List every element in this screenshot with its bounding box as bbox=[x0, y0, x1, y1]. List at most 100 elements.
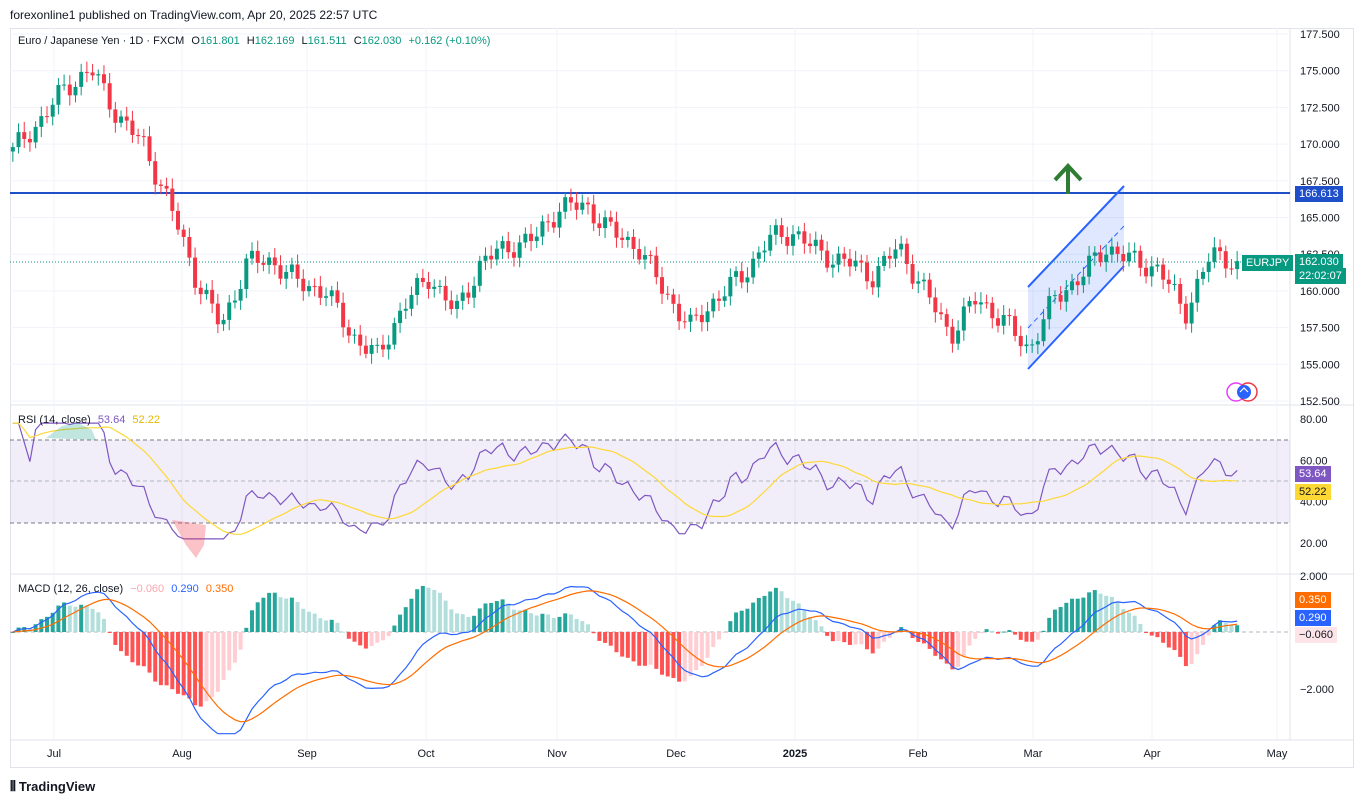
candle-body bbox=[568, 197, 573, 203]
macd-line bbox=[12, 585, 1238, 735]
candle-body bbox=[33, 126, 38, 143]
candle-body bbox=[39, 116, 44, 127]
candle-body bbox=[540, 221, 545, 237]
macd-hist-bar bbox=[272, 592, 277, 632]
macd-hist-bar bbox=[39, 619, 44, 632]
candle-body bbox=[563, 197, 568, 212]
macd-hist-tag: −0.060 bbox=[1295, 627, 1337, 643]
candle-body bbox=[887, 255, 892, 259]
macd-hist-bar bbox=[1229, 625, 1234, 632]
candle-body bbox=[973, 300, 978, 305]
candle-body bbox=[967, 300, 972, 307]
candle-body bbox=[221, 319, 226, 325]
candle-body bbox=[1132, 250, 1137, 253]
events-icon[interactable] bbox=[1226, 382, 1258, 402]
macd-hist-bar bbox=[574, 618, 579, 632]
candle-body bbox=[130, 120, 135, 135]
candle-body bbox=[722, 296, 727, 301]
macd-hist-bar bbox=[603, 632, 608, 643]
candle-body bbox=[830, 264, 835, 268]
tradingview-logo[interactable]: ⫴ TradingView bbox=[10, 778, 95, 795]
candle-body bbox=[1218, 247, 1223, 252]
legend-l-label: L bbox=[301, 35, 308, 47]
candle-body bbox=[466, 292, 471, 298]
macd-hist-bar bbox=[523, 609, 528, 632]
macd-hist-bar bbox=[1087, 592, 1092, 632]
macd-hist-bar bbox=[995, 632, 1000, 634]
candle-body bbox=[790, 234, 795, 246]
candle-body bbox=[756, 252, 761, 259]
macd-signal-line bbox=[12, 590, 1238, 723]
macd-hist-bar bbox=[813, 620, 818, 632]
macd-hist-bar bbox=[762, 595, 767, 632]
macd-hist-bar bbox=[825, 632, 830, 636]
candle-body bbox=[1166, 279, 1171, 285]
candle-body bbox=[318, 286, 323, 298]
main-legend[interactable]: Euro / Japanese Yen · 1D · FXCM O161.801… bbox=[18, 35, 494, 47]
candle-body bbox=[677, 303, 682, 322]
macd-hist-bar bbox=[1047, 617, 1052, 632]
candle-body bbox=[654, 255, 659, 278]
macd-hist-bar bbox=[648, 632, 653, 665]
candle-body bbox=[415, 277, 420, 295]
macd-hist-bar bbox=[939, 632, 944, 660]
macd-hist-bar bbox=[557, 616, 562, 632]
candle-body bbox=[682, 321, 687, 323]
macd-hist-bar bbox=[768, 591, 773, 632]
macd-hist-bar bbox=[204, 632, 209, 702]
macd-hist-bar bbox=[380, 632, 385, 641]
macd-hist-bar bbox=[671, 632, 676, 678]
candle-body bbox=[591, 204, 596, 224]
candle-body bbox=[625, 236, 630, 240]
candle-body bbox=[278, 265, 283, 279]
macd-hist-bar bbox=[1013, 632, 1018, 635]
macd-hist-bar bbox=[255, 602, 260, 632]
macd-hist-bar bbox=[1149, 632, 1154, 636]
macd-hist-bar bbox=[181, 632, 186, 696]
candle-body bbox=[927, 279, 932, 298]
candle-body bbox=[352, 334, 357, 336]
candle-body bbox=[50, 104, 55, 117]
candle-body bbox=[324, 296, 329, 298]
candle-body bbox=[375, 344, 380, 346]
macd-legend-hist: −0.060 bbox=[130, 583, 165, 595]
time-tick-label: 2025 bbox=[783, 748, 807, 760]
macd-hist-bar bbox=[22, 627, 27, 632]
macd-hist-bar bbox=[1115, 601, 1120, 632]
candle-body bbox=[716, 298, 721, 301]
candle-body bbox=[1007, 314, 1012, 317]
candle-body bbox=[711, 298, 716, 312]
candle-body bbox=[899, 243, 904, 250]
time-tick-label: Sep bbox=[297, 748, 317, 760]
candle-body bbox=[978, 302, 983, 305]
candle-body bbox=[739, 271, 744, 283]
macd-hist-bar bbox=[756, 597, 761, 632]
candle-body bbox=[232, 300, 237, 303]
candle-body bbox=[1189, 302, 1194, 324]
macd-hist-bar bbox=[1052, 609, 1057, 632]
macd-hist-bar bbox=[1064, 602, 1069, 632]
macd-hist-bar bbox=[386, 632, 391, 636]
candle-body bbox=[1172, 283, 1177, 285]
macd-legend[interactable]: MACD (12, 26, close) −0.060 0.290 0.350 bbox=[18, 583, 237, 595]
macd-hist-bar bbox=[699, 632, 704, 666]
macd-hist-bar bbox=[1161, 632, 1166, 643]
macd-hist-bar bbox=[1001, 631, 1006, 633]
macd-hist-bar bbox=[244, 627, 249, 632]
candle-body bbox=[1092, 252, 1097, 256]
candle-body bbox=[45, 116, 50, 118]
macd-hist-bar bbox=[56, 605, 61, 632]
macd-hist-bar bbox=[665, 632, 670, 677]
macd-hist-bar bbox=[944, 632, 949, 664]
price-tick-label: 175.000 bbox=[1300, 66, 1340, 78]
candle-body bbox=[227, 302, 232, 320]
macd-hist-bar bbox=[620, 632, 625, 657]
macd-hist-bar bbox=[346, 632, 351, 639]
candle-body bbox=[551, 222, 556, 228]
macd-hist-bar bbox=[950, 632, 955, 670]
candle-body bbox=[477, 260, 482, 286]
macd-hist-bar bbox=[751, 602, 756, 632]
rsi-legend[interactable]: RSI (14, close) 53.64 52.22 bbox=[18, 414, 164, 426]
macd-hist-bar bbox=[443, 600, 448, 632]
